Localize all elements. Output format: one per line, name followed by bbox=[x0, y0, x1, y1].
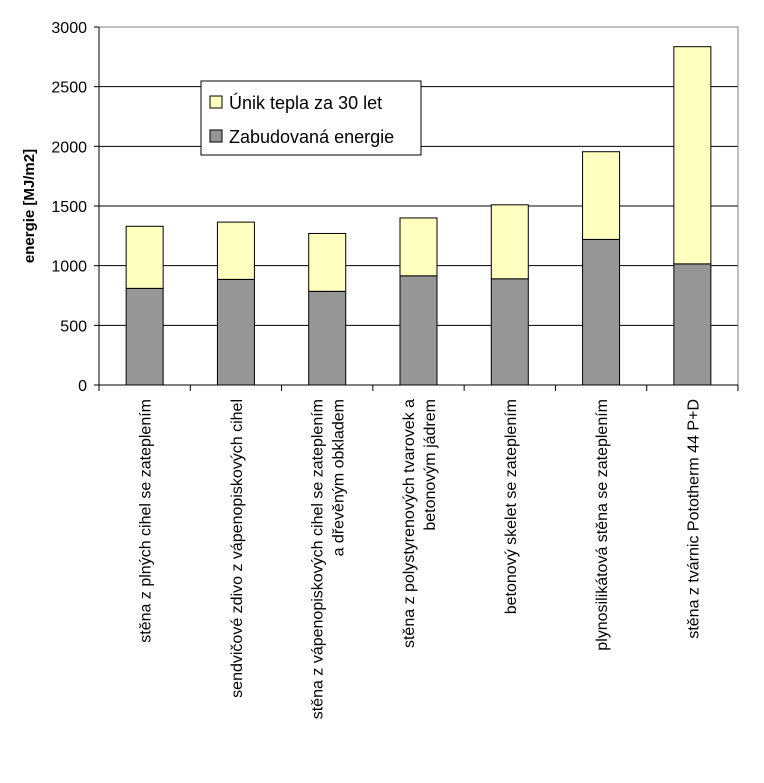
legend: Únik tepla za 30 let Zabudovaná energie bbox=[200, 80, 422, 156]
category-label: stěna z plných cihel se zateplením bbox=[138, 399, 155, 643]
category-label: stěna z vápenopiskových cihel se zateple… bbox=[310, 399, 348, 719]
y-tick-label: 1500 bbox=[51, 199, 87, 216]
y-tick-label: 2500 bbox=[51, 80, 87, 97]
category-label-line: betonovým jádrem bbox=[422, 399, 439, 531]
bar-zabudovana-energie bbox=[308, 290, 347, 386]
bar-unik-tepla bbox=[673, 46, 712, 265]
y-tick-label: 3000 bbox=[51, 20, 87, 37]
y-tick-label: 1000 bbox=[51, 259, 87, 276]
category-labels: stěna z plných cihel se zateplením sendvi… bbox=[138, 399, 703, 719]
bar-zabudovana-energie bbox=[673, 263, 712, 386]
bar-zabudovana-energie bbox=[490, 278, 529, 386]
legend-swatch bbox=[209, 95, 223, 109]
category-label-line: stěna z polystyrenových tvarovek a bbox=[401, 399, 418, 648]
bar-unik-tepla bbox=[399, 217, 438, 277]
bar-unik-tepla bbox=[490, 204, 529, 280]
y-tick-label: 500 bbox=[60, 318, 87, 335]
legend-label: Únik tepla za 30 let bbox=[229, 92, 382, 113]
bars bbox=[125, 46, 712, 386]
category-label-line: betonový skelet se zateplením bbox=[503, 399, 520, 614]
category-label: stěna z polystyrenových tvarovek a betono… bbox=[401, 399, 439, 648]
category-label: betonový skelet se zateplením bbox=[503, 399, 520, 614]
legend-swatch bbox=[209, 129, 223, 143]
bar-zabudovana-energie bbox=[216, 278, 255, 386]
category-label-line: a dřevěným obkladem bbox=[331, 399, 348, 556]
category-label: sendvičové zdivo z vápenopiskových cihel bbox=[229, 399, 246, 698]
category-label-line: plynosilikátová stěna se zateplením bbox=[594, 399, 611, 651]
category-label-line: stěna z tvárnic Pototherm 44 P+D bbox=[685, 399, 702, 639]
bar-unik-tepla bbox=[216, 221, 255, 280]
y-tick-label: 2000 bbox=[51, 139, 87, 156]
y-tick-label: 0 bbox=[78, 378, 87, 395]
legend-box bbox=[200, 80, 422, 156]
bar-unik-tepla bbox=[308, 232, 347, 292]
bar-zabudovana-energie bbox=[582, 238, 621, 386]
category-label-line: stěna z plných cihel se zateplením bbox=[138, 399, 155, 643]
category-label-line: stěna z vápenopiskových cihel se zateple… bbox=[310, 399, 327, 719]
bar-unik-tepla bbox=[125, 225, 164, 289]
category-label: plynosilikátová stěna se zateplením bbox=[594, 399, 611, 651]
bar-zabudovana-energie bbox=[399, 275, 438, 386]
category-label-line: sendvičové zdivo z vápenopiskových cihel bbox=[229, 399, 246, 698]
legend-label: Zabudovaná energie bbox=[229, 127, 394, 147]
y-axis-label: energie [MJ/m2] bbox=[21, 149, 38, 263]
axes bbox=[94, 26, 739, 391]
bar-zabudovana-energie bbox=[125, 287, 164, 386]
category-label: stěna z tvárnic Pototherm 44 P+D bbox=[685, 399, 702, 639]
y-tick-labels: 0 500 1000 1500 2000 2500 3000 bbox=[51, 20, 87, 395]
bar-unik-tepla bbox=[582, 151, 621, 240]
